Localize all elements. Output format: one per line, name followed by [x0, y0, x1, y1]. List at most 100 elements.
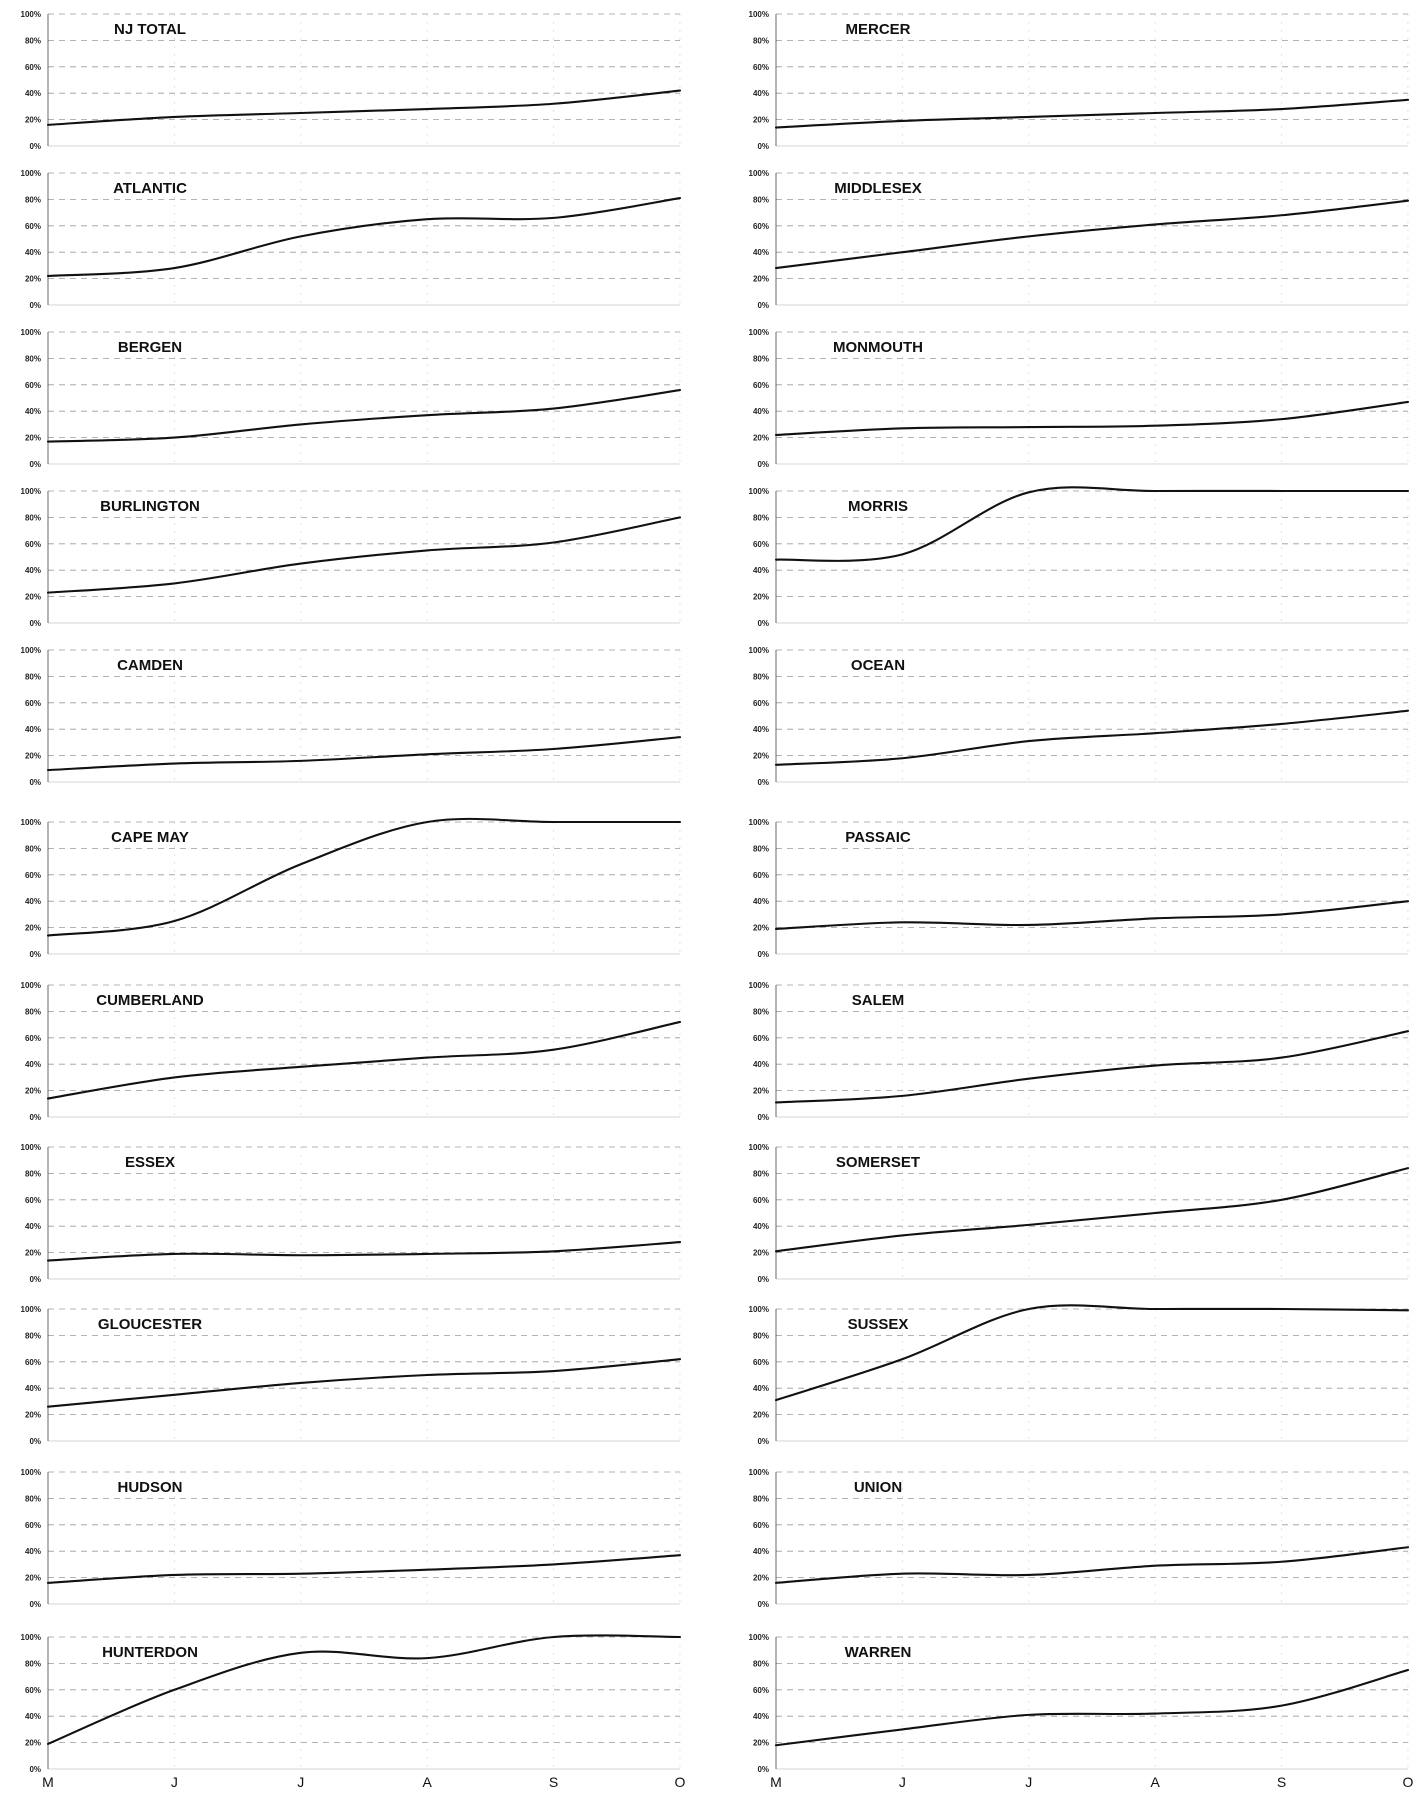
data-point — [899, 425, 905, 431]
y-tick-label: 40% — [753, 1384, 769, 1393]
data-point — [899, 919, 905, 925]
data-point — [171, 918, 177, 924]
data-point — [45, 1096, 51, 1102]
y-tick-label: 40% — [753, 89, 769, 98]
y-tick-label: 100% — [749, 981, 769, 990]
y-tick-label: 100% — [21, 1468, 41, 1477]
data-point — [677, 734, 683, 740]
y-tick-label: 20% — [25, 434, 41, 443]
chart-panel: 100% 80% 60% 40% 20% 0% MONMOUTH — [749, 328, 1410, 469]
y-tick-label: 20% — [25, 752, 41, 761]
y-tick-label: 60% — [25, 540, 41, 549]
data-point — [298, 1571, 304, 1577]
y-tick-label: 40% — [753, 1712, 769, 1721]
data-point — [677, 387, 683, 393]
y-tick-label: 100% — [749, 487, 769, 496]
y-tick-label: 40% — [753, 1547, 769, 1556]
y-tick-label: 80% — [25, 1494, 41, 1503]
data-point — [298, 1064, 304, 1070]
y-tick-label: 0% — [29, 460, 41, 469]
chart-panel: 100% 80% 60% 40% 20% 0% CAMDEN — [21, 646, 683, 787]
y-tick-label: 0% — [757, 1765, 769, 1774]
y-tick-label: 20% — [753, 275, 769, 284]
y-tick-label: 100% — [749, 1633, 769, 1642]
y-tick-label: 20% — [25, 1574, 41, 1583]
y-tick-label: 80% — [753, 1659, 769, 1668]
y-tick-label: 40% — [25, 1384, 41, 1393]
chart-panel: 100% 80% 60% 40% 20% 0% WARREN — [749, 1633, 1410, 1774]
y-tick-label: 60% — [753, 63, 769, 72]
data-point — [899, 755, 905, 761]
data-point — [45, 1741, 51, 1747]
series-line — [46, 516, 682, 594]
y-tick-label: 100% — [21, 1633, 41, 1642]
data-point — [424, 412, 430, 418]
y-tick-label: 60% — [25, 381, 41, 390]
y-tick-label: 20% — [753, 1739, 769, 1748]
y-tick-label: 40% — [753, 248, 769, 257]
y-tick-label: 20% — [753, 434, 769, 443]
data-point — [773, 1742, 779, 1748]
y-tick-label: 60% — [25, 1521, 41, 1530]
y-tick-label: 60% — [25, 871, 41, 880]
y-tick-label: 20% — [753, 752, 769, 761]
data-point — [171, 1251, 177, 1257]
y-tick-label: 80% — [753, 36, 769, 45]
data-point — [1152, 488, 1158, 494]
y-tick-label: 20% — [753, 116, 769, 125]
y-tick-label: 80% — [753, 513, 769, 522]
panel-title: GLOUCESTER — [98, 1316, 202, 1333]
data-point — [1405, 1165, 1411, 1171]
y-tick-label: 80% — [25, 513, 41, 522]
y-tick-label: 80% — [753, 195, 769, 204]
data-point — [45, 590, 51, 596]
panel-title: HUDSON — [117, 1479, 182, 1496]
y-tick-label: 40% — [25, 897, 41, 906]
data-point — [899, 249, 905, 255]
data-point — [551, 819, 557, 825]
panel-title: BERGEN — [118, 339, 182, 356]
data-point — [171, 265, 177, 271]
y-tick-label: 60% — [753, 540, 769, 549]
y-tick-label: 80% — [25, 1169, 41, 1178]
data-point — [773, 1397, 779, 1403]
y-tick-label: 80% — [25, 844, 41, 853]
x-tick-label: O — [675, 1774, 686, 1790]
chart-panel: 100% 80% 60% 40% 20% 0% HUNTERDON — [21, 1633, 682, 1774]
y-tick-label: 60% — [753, 871, 769, 880]
data-point — [551, 746, 557, 752]
x-tick-label: J — [899, 1774, 906, 1790]
data-point — [1026, 922, 1032, 928]
chart-panel: 100% 80% 60% 40% 20% 0% MORRIS — [749, 486, 1410, 628]
y-tick-label: 0% — [757, 460, 769, 469]
data-point — [424, 751, 430, 757]
chart-panel: 100% 80% 60% 40% 20% 0% PASSAIC — [749, 818, 1410, 959]
series-line — [46, 197, 682, 278]
y-tick-label: 100% — [749, 1305, 769, 1314]
y-tick-label: 20% — [25, 593, 41, 602]
y-tick-label: 20% — [25, 1411, 41, 1420]
y-tick-label: 60% — [753, 1686, 769, 1695]
data-point — [677, 1019, 683, 1025]
y-tick-label: 80% — [753, 1331, 769, 1340]
y-tick-label: 20% — [25, 1739, 41, 1748]
y-tick-label: 40% — [25, 1712, 41, 1721]
y-tick-label: 20% — [753, 593, 769, 602]
y-tick-label: 80% — [25, 672, 41, 681]
y-tick-label: 60% — [753, 699, 769, 708]
data-point — [1405, 708, 1411, 714]
data-point — [677, 1239, 683, 1245]
panel-title: SALEM — [852, 992, 905, 1009]
chart-panel: 100% 80% 60% 40% 20% 0% SOMERSET — [749, 1143, 1411, 1284]
y-tick-label: 0% — [757, 1437, 769, 1446]
panel-title: BURLINGTON — [100, 498, 200, 515]
data-point — [1405, 1544, 1411, 1550]
panel-title: WARREN — [845, 1644, 912, 1661]
y-tick-label: 60% — [25, 699, 41, 708]
data-point — [1152, 110, 1158, 116]
y-tick-label: 40% — [25, 1222, 41, 1231]
series-line — [774, 1304, 1410, 1402]
data-point — [1405, 97, 1411, 103]
data-point — [551, 215, 557, 221]
data-point — [677, 195, 683, 201]
